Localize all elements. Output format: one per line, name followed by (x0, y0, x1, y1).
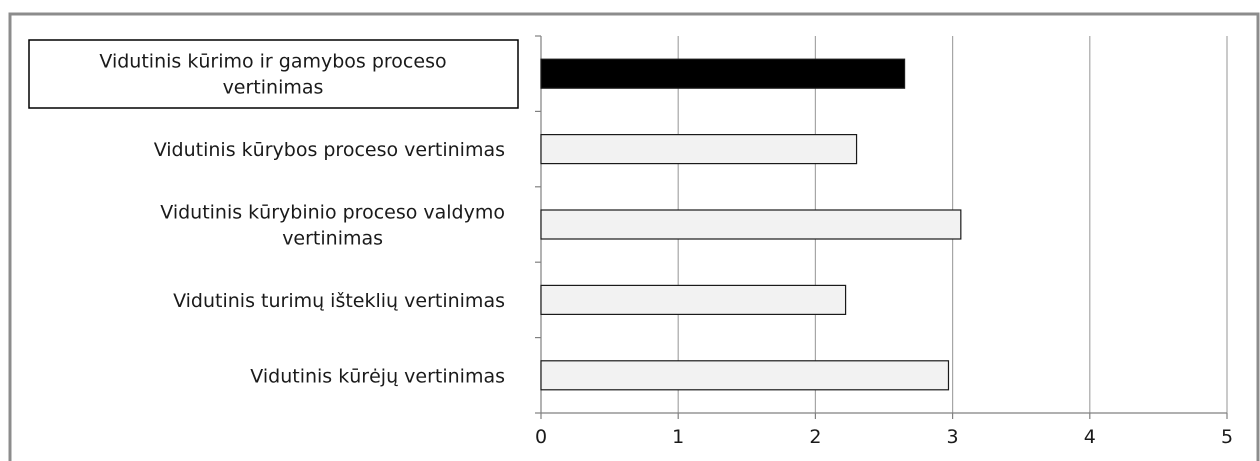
bar (540, 360, 950, 391)
x-tick-label: 0 (535, 426, 547, 448)
bars (540, 58, 962, 391)
x-tick-label: 2 (809, 426, 821, 448)
bar-highlighted (540, 58, 906, 89)
category-label: Vidutinis turimų išteklių vertinimas (173, 290, 505, 312)
x-tick-labels: 0 1 2 3 4 5 (535, 426, 1233, 448)
x-tick-label: 5 (1221, 426, 1233, 448)
category-label: Vidutinis kūrybos proceso vertinimas (154, 139, 505, 161)
highlighted-label-box (28, 39, 519, 109)
bar (540, 209, 962, 240)
x-tick-label: 3 (947, 426, 959, 448)
category-label: Vidutinis kūrybinio proceso valdymo verti… (160, 202, 505, 250)
x-tick-label: 1 (672, 426, 684, 448)
category-labels: Vidutinis kūrimo ir gamybos proceso verti… (28, 39, 519, 387)
bar (540, 134, 858, 165)
category-label: Vidutinis kūrimo ir gamybos proceso verti… (99, 51, 446, 99)
axes (535, 35, 1228, 419)
category-label: Vidutinis kūrėjų vertinimas (250, 365, 505, 387)
x-tick-label: 4 (1084, 426, 1096, 448)
bar (540, 284, 847, 315)
